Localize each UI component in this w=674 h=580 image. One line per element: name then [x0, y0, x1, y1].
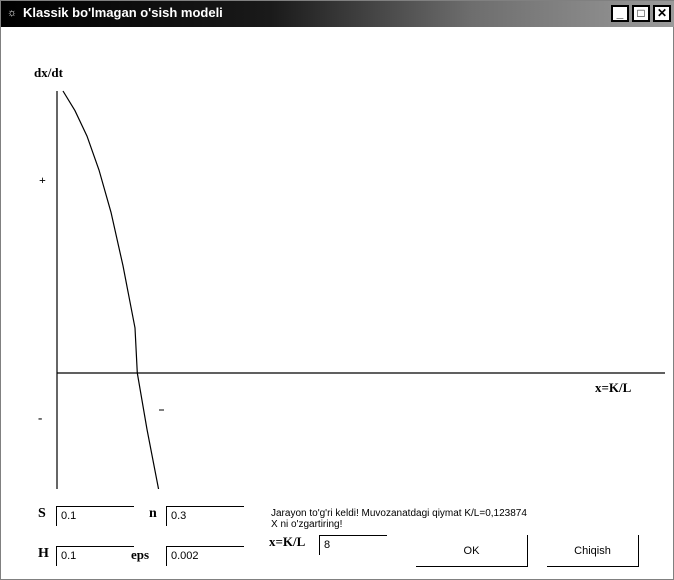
- n-input[interactable]: 0.3: [166, 506, 244, 526]
- h-label: H: [38, 546, 49, 561]
- status-line-1: Jarayon to'g'ri keldi! Muvozanatdagi qiy…: [271, 508, 527, 519]
- title-bar[interactable]: ☼ Klassik bo'lmagan o'sish modeli _ □ ✕: [1, 1, 674, 27]
- h-input[interactable]: 0.1: [56, 546, 134, 566]
- eps-label: eps: [131, 547, 150, 562]
- x-input-label: x=K/L: [269, 534, 306, 549]
- minimize-icon[interactable]: _: [611, 5, 629, 22]
- y-axis-label: dx/dt: [34, 65, 63, 80]
- exit-button[interactable]: Chiqish: [547, 535, 639, 567]
- close-icon[interactable]: ✕: [653, 5, 671, 22]
- eps-input[interactable]: 0.002: [166, 546, 244, 566]
- status-line-2: X ni o'zgartiring!: [271, 519, 343, 530]
- n-label: n: [149, 506, 157, 521]
- app-icon: ☼: [7, 7, 18, 19]
- x-axis-label: x=K/L: [595, 380, 632, 395]
- ok-button[interactable]: OK: [416, 535, 528, 567]
- window-title: Klassik bo'lmagan o'sish modeli: [23, 5, 223, 20]
- plot-canvas: [56, 90, 665, 489]
- x-input[interactable]: 8: [319, 535, 387, 555]
- s-label: S: [38, 506, 46, 521]
- plus-marker: +: [39, 173, 46, 187]
- s-input[interactable]: 0.1: [56, 506, 134, 526]
- phase-plot: dx/dt + - x=K/L: [1, 27, 674, 489]
- maximize-icon[interactable]: □: [632, 5, 650, 22]
- minus-marker: -: [38, 410, 43, 425]
- series-curve: [62, 90, 160, 489]
